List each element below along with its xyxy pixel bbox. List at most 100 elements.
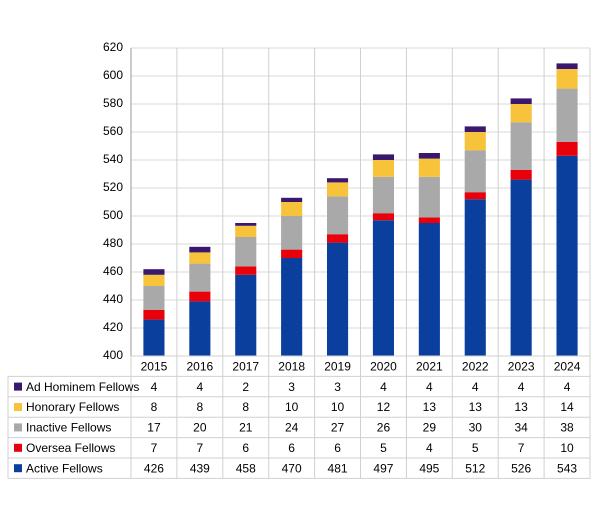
table-value: 5 xyxy=(472,441,479,455)
bar-segment xyxy=(464,126,486,132)
bar-segment xyxy=(372,213,395,221)
bar-segment xyxy=(418,217,440,223)
bar-segment xyxy=(556,63,578,69)
bar-segment xyxy=(189,246,211,253)
table-value: 8 xyxy=(151,400,158,414)
bar-segment xyxy=(189,252,211,264)
table-value: 8 xyxy=(197,400,204,414)
bar-segment xyxy=(464,150,486,193)
bar-segment xyxy=(143,309,165,320)
table-value: 495 xyxy=(419,461,439,475)
bar-segment xyxy=(143,319,165,356)
bar-segment xyxy=(372,220,395,356)
table-value: 4 xyxy=(518,380,525,394)
table-value: 7 xyxy=(197,441,204,455)
bar-segment xyxy=(556,141,578,156)
bar-segment xyxy=(281,249,303,258)
x-tick-label: 2015 xyxy=(141,359,168,373)
bar-segment xyxy=(326,196,349,235)
x-tick-label: 2021 xyxy=(416,359,443,373)
table-value: 2 xyxy=(242,380,249,394)
x-tick-label: 2022 xyxy=(462,359,489,373)
legend-swatch xyxy=(14,464,22,473)
bar-segment xyxy=(510,169,532,180)
bar-segment xyxy=(556,88,578,142)
y-tick-label: 620 xyxy=(103,40,123,54)
x-tick-label: 2018 xyxy=(278,359,305,373)
y-tick-label: 520 xyxy=(103,180,123,194)
legend-label: Ad Hominem Fellows xyxy=(26,380,139,394)
table-value: 497 xyxy=(373,461,393,475)
bar-segment xyxy=(235,274,257,356)
table-value: 543 xyxy=(557,461,577,475)
table-value: 5 xyxy=(380,441,387,455)
x-tick-label: 2017 xyxy=(232,359,259,373)
bar-segment xyxy=(281,216,303,250)
table-value: 7 xyxy=(151,441,158,455)
table-value: 8 xyxy=(242,400,249,414)
table-value: 14 xyxy=(560,400,574,414)
table-value: 7 xyxy=(518,441,525,455)
legend-swatch xyxy=(14,382,22,391)
y-tick-label: 600 xyxy=(103,68,123,82)
y-tick-label: 460 xyxy=(103,264,123,278)
table-value: 13 xyxy=(514,400,528,414)
bar-segment xyxy=(556,155,578,356)
table-value: 38 xyxy=(560,421,574,435)
bar-segment xyxy=(464,192,486,200)
table-value: 21 xyxy=(239,421,253,435)
y-tick-label: 400 xyxy=(103,348,123,362)
x-tick-label: 2016 xyxy=(186,359,213,373)
bar-segment xyxy=(143,274,165,286)
table-value: 6 xyxy=(334,441,341,455)
table-value: 4 xyxy=(426,380,433,394)
bar-segment xyxy=(510,104,532,123)
bar-segment xyxy=(418,223,440,356)
table-value: 13 xyxy=(469,400,483,414)
table-value: 29 xyxy=(423,421,437,435)
table-value: 30 xyxy=(469,421,483,435)
bar-segment xyxy=(510,179,532,356)
bar-segment xyxy=(372,160,395,177)
table-value: 4 xyxy=(564,380,571,394)
bar-segment xyxy=(189,263,211,292)
table-value: 4 xyxy=(426,441,433,455)
bar-segment xyxy=(281,202,303,216)
bar-segment xyxy=(326,182,349,197)
y-tick-label: 560 xyxy=(103,124,123,138)
bar-segment xyxy=(143,286,165,310)
table-value: 512 xyxy=(465,461,485,475)
table-value: 10 xyxy=(560,441,574,455)
x-tick-label: 2020 xyxy=(370,359,397,373)
table-value: 3 xyxy=(334,380,341,394)
table-value: 439 xyxy=(190,461,210,475)
bar-segment xyxy=(235,266,257,275)
bar-segment xyxy=(418,158,440,177)
table-value: 4 xyxy=(197,380,204,394)
table-value: 26 xyxy=(377,421,391,435)
legend-label: Honorary Fellows xyxy=(26,400,119,414)
bar-segment xyxy=(281,197,303,202)
legend-swatch xyxy=(14,403,22,411)
y-tick-label: 540 xyxy=(103,152,123,166)
table-value: 27 xyxy=(331,421,345,435)
table-value: 6 xyxy=(242,441,249,455)
table-value: 34 xyxy=(514,421,528,435)
table-value: 4 xyxy=(380,380,387,394)
bar-segment xyxy=(189,291,211,302)
x-tick-label: 2024 xyxy=(554,359,581,373)
table-value: 12 xyxy=(377,400,391,414)
bar-segment xyxy=(326,178,349,183)
bar-segment xyxy=(143,269,165,275)
table-value: 10 xyxy=(285,400,299,414)
bar-segment xyxy=(189,301,211,356)
bar-segment xyxy=(464,199,486,356)
table-value: 17 xyxy=(147,421,161,435)
legend-label: Inactive Fellows xyxy=(26,421,111,435)
y-tick-label: 480 xyxy=(103,236,123,250)
table-value: 10 xyxy=(331,400,345,414)
table-value: 481 xyxy=(328,461,348,475)
bar-segment xyxy=(326,242,349,356)
bar-segment xyxy=(510,122,532,170)
